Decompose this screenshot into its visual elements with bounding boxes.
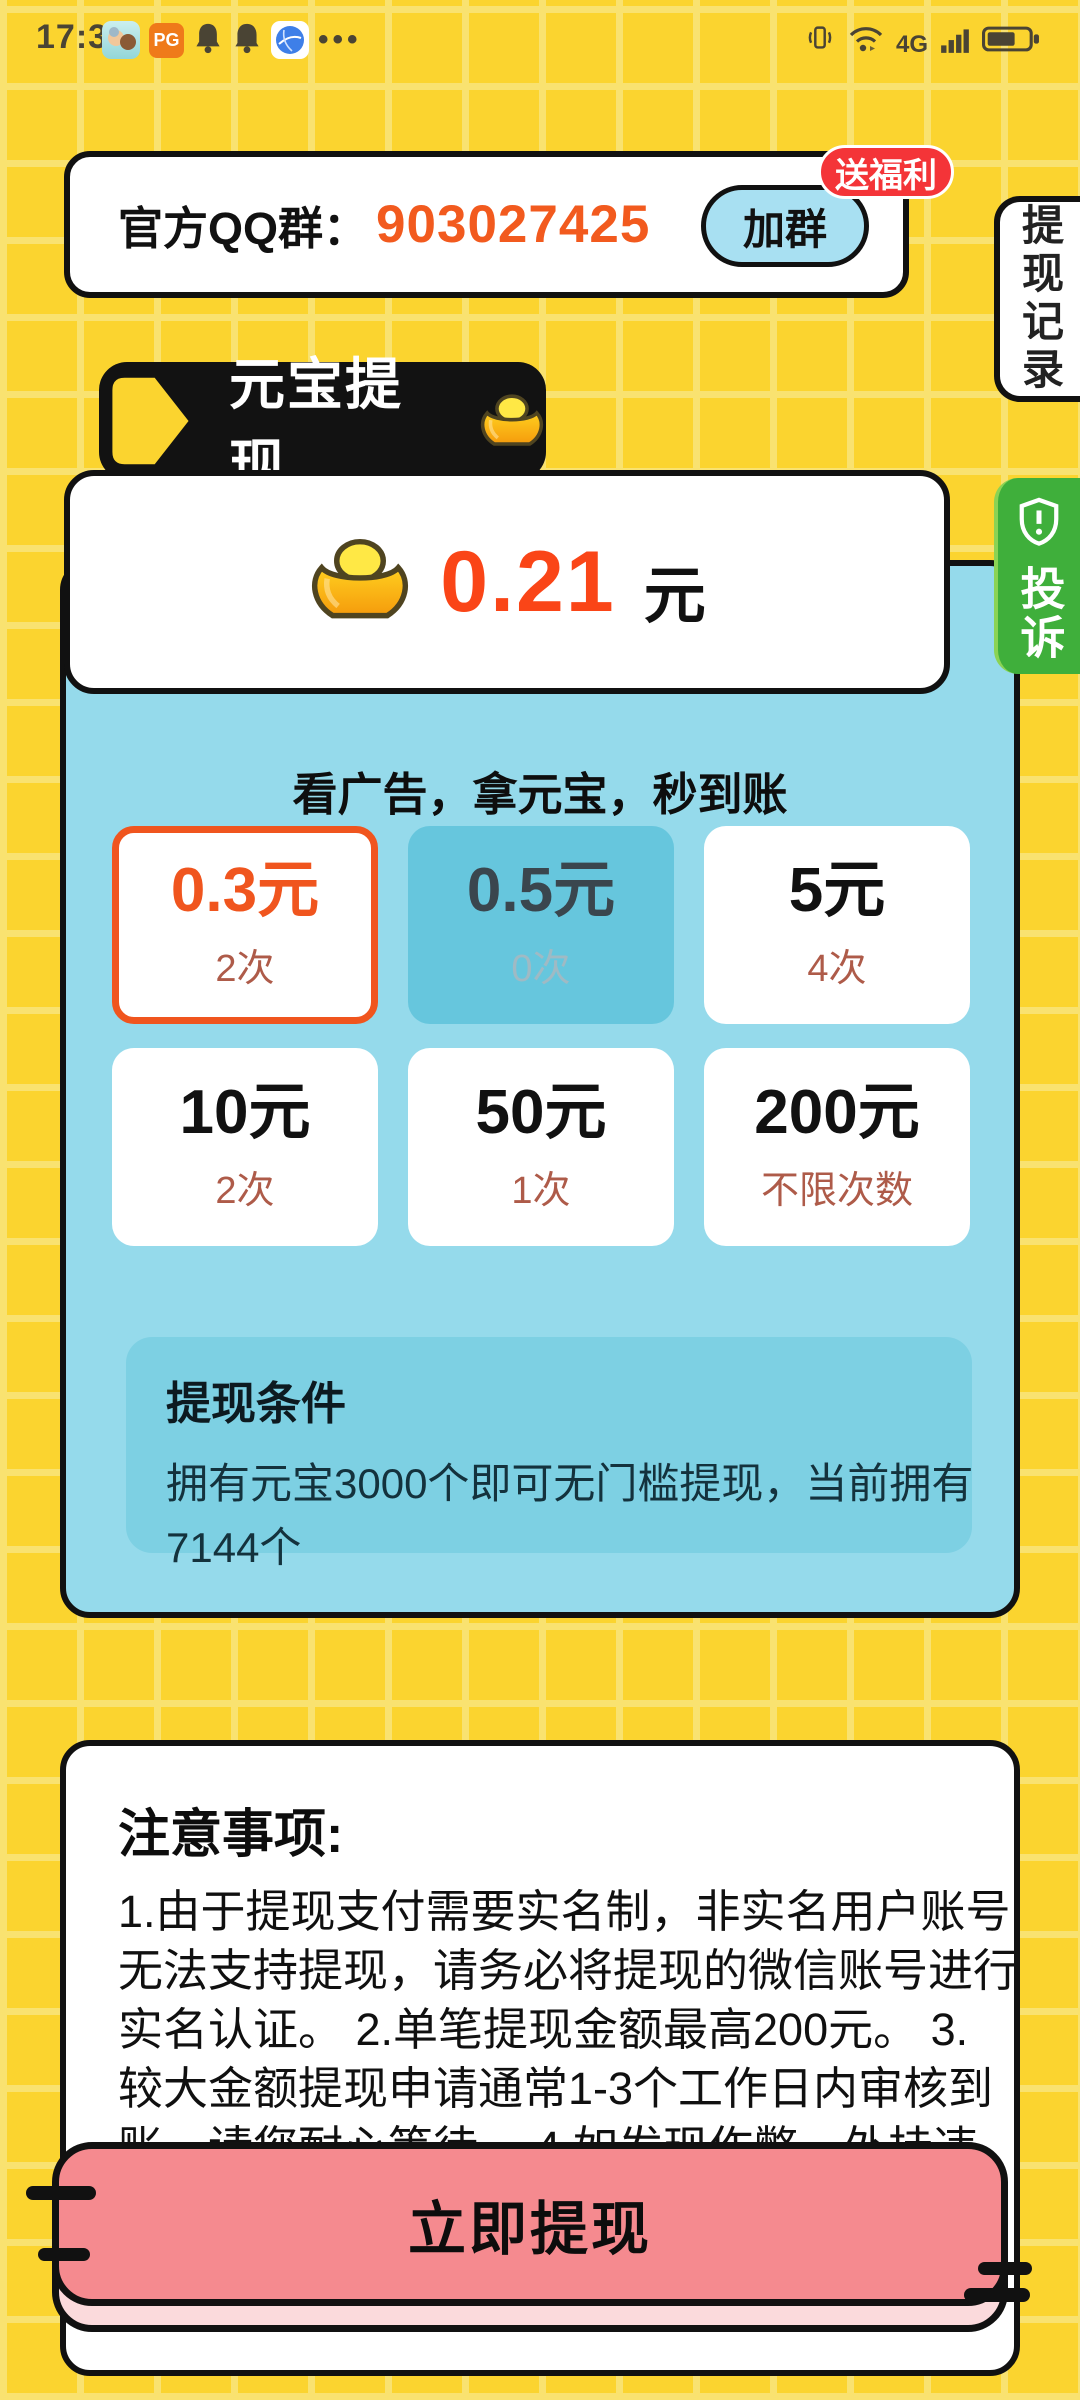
gift-badge: 送福利 xyxy=(818,145,954,199)
battery-icon xyxy=(982,25,1040,58)
condition-title: 提现条件 xyxy=(166,1378,347,1429)
decorative-dash xyxy=(38,2248,90,2261)
withdraw-conditions: 提现条件 拥有元宝3000个即可无门槛提现，当前拥有 7144个 xyxy=(126,1337,973,1571)
decorative-dash xyxy=(978,2262,1032,2275)
more-icon: ••• xyxy=(318,23,362,56)
condition-body: 拥有元宝3000个即可无门槛提现，当前拥有 7144个 xyxy=(166,1452,974,1580)
gold-ingot-icon xyxy=(478,390,546,457)
amount-option-10[interactable]: 10元 2次 xyxy=(112,1048,378,1246)
signal-icon xyxy=(939,25,971,58)
wifi-icon xyxy=(847,23,885,58)
game-app-icon xyxy=(102,21,140,59)
qq-group-card: 官方QQ群： 903027425 加群 xyxy=(64,151,909,298)
notes-title: 注意事项: xyxy=(118,1806,344,1864)
browser-app-icon xyxy=(271,21,309,59)
yellow-tag-icon xyxy=(107,374,193,473)
balance-card: 0.21 元 xyxy=(64,470,950,694)
bell-icon xyxy=(193,21,223,59)
notes-line: 1.由于提现支付需要实名制，非实名用户账号 xyxy=(118,1886,1011,1937)
complaint-label: 投诉 xyxy=(1013,565,1065,663)
gold-ingot-icon xyxy=(308,532,412,633)
amount-option-0.3[interactable]: 0.3元 2次 xyxy=(112,826,378,1024)
amount-count: 4次 xyxy=(807,948,867,991)
amount-label: 0.3元 xyxy=(170,855,320,925)
decorative-dash xyxy=(964,2288,1030,2302)
notes-line: 无法支持提现，请务必将提现的微信账号进行 xyxy=(118,1945,1019,1996)
decorative-dash xyxy=(26,2186,96,2200)
amount-label: 200元 xyxy=(754,1077,920,1147)
withdraw-records-label: 提现记录 xyxy=(1016,203,1064,395)
amount-label: 0.5元 xyxy=(466,855,616,925)
amount-option-50[interactable]: 50元 1次 xyxy=(408,1048,674,1246)
panel-subtitle: 看广告，拿元宝，秒到账 xyxy=(292,769,788,820)
amount-option-200[interactable]: 200元 不限次数 xyxy=(704,1048,970,1246)
amount-option-0.5[interactable]: 0.5元 0次 xyxy=(408,826,674,1024)
bell-icon xyxy=(232,21,262,59)
qq-group-number: 903027425 xyxy=(376,195,651,254)
amount-label: 10元 xyxy=(179,1077,311,1147)
notification-icons: PG ••• xyxy=(102,20,362,60)
balance-unit: 元 xyxy=(643,562,706,631)
withdraw-records-tab[interactable]: 提现记录 xyxy=(994,196,1080,402)
amount-count: 2次 xyxy=(215,1170,275,1213)
yuanbao-withdraw-tab: 元宝提现 xyxy=(99,353,546,497)
system-status-icons: 4G xyxy=(804,22,1040,58)
amount-count: 1次 xyxy=(511,1170,571,1213)
condition-line: 7144个 xyxy=(166,1524,302,1571)
shield-alert-icon xyxy=(1016,496,1062,557)
status-bar: 17:36 PG ••• 4G xyxy=(0,0,1080,70)
amount-label: 50元 xyxy=(475,1077,607,1147)
withdraw-now-button[interactable]: 立即提现 xyxy=(52,2142,1008,2306)
vibrate-icon xyxy=(804,23,836,58)
amount-label: 5元 xyxy=(788,855,886,925)
condition-line: 拥有元宝3000个即可无门槛提现，当前拥有 xyxy=(166,1460,974,1507)
notes-line: 较大金额提现申请通常1-3个工作日内审核到 xyxy=(118,2063,994,2114)
amount-count: 0次 xyxy=(511,948,571,991)
notes-body: 1.由于提现支付需要实名制，非实名用户账号 无法支持提现，请务必将提现的微信账号… xyxy=(118,1882,1019,2177)
amount-count: 不限次数 xyxy=(760,1170,913,1213)
pg-app-icon: PG xyxy=(149,22,184,58)
balance-amount: 0.21 xyxy=(440,533,616,630)
amount-count: 2次 xyxy=(215,948,275,991)
network-type: 4G xyxy=(895,31,928,58)
amount-option-5[interactable]: 5元 4次 xyxy=(704,826,970,1024)
qq-group-label: 官方QQ群： xyxy=(118,203,369,254)
complaint-tab[interactable]: 投诉 xyxy=(994,478,1080,674)
notes-line: 实名认证。 2.单笔提现金额最高200元。 3. xyxy=(118,2004,969,2055)
